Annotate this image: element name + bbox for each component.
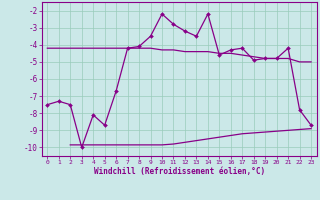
X-axis label: Windchill (Refroidissement éolien,°C): Windchill (Refroidissement éolien,°C): [94, 167, 265, 176]
